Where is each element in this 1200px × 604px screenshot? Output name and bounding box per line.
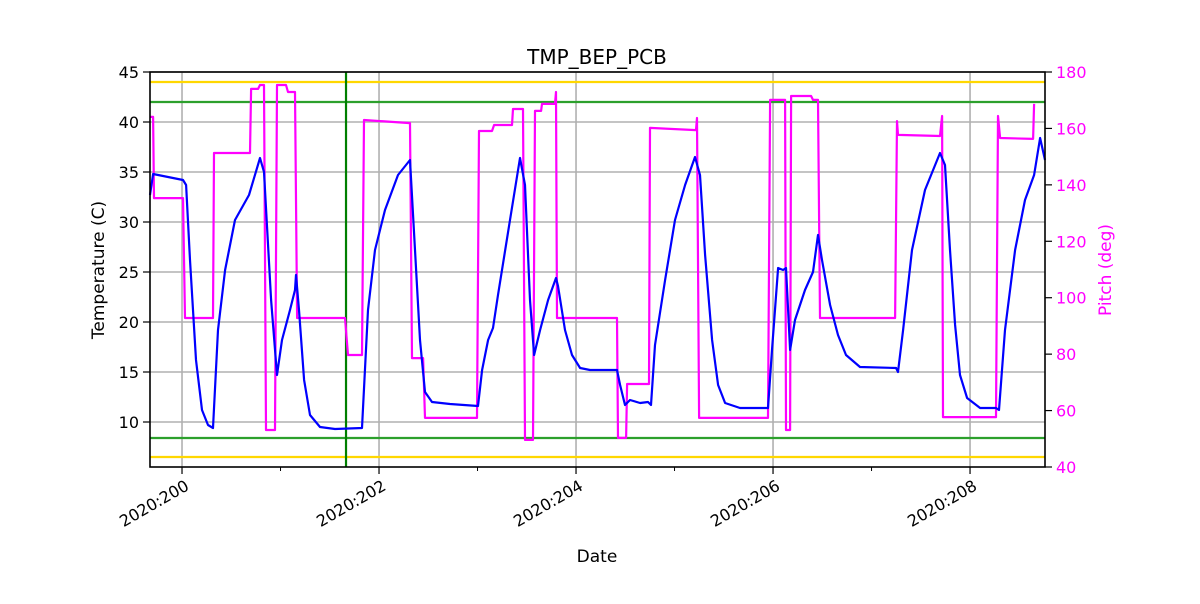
y2-tick-label: 80 [1056,345,1076,364]
y-tick-label: 15 [119,363,139,382]
x-tick-label: 2020:202 [313,476,389,531]
x-tick-label: 2020:208 [904,476,980,531]
y2-tick-label: 40 [1056,458,1076,477]
y-tick-label: 40 [119,113,139,132]
x-tick-label: 2020:204 [510,476,586,531]
y2-tick-label: 60 [1056,402,1076,421]
y-tick-label: 25 [119,263,139,282]
temperature-line [148,136,1047,431]
y-axis-label: Temperature (C) [89,201,109,340]
y2-tick-label: 160 [1056,119,1087,138]
x-tick-label: 2020:206 [707,476,783,531]
x-tick-label: 2020:200 [116,476,192,531]
y2-axis-label: Pitch (deg) [1096,224,1116,316]
y-tick-label: 45 [119,63,139,82]
series [148,83,1047,441]
reference-lines [150,72,1045,467]
y2-tick-label: 100 [1056,289,1087,308]
pitch-line [150,83,1036,441]
chart-title: TMP_BEP_PCB [526,45,667,69]
y-tick-label: 30 [119,213,139,232]
y-tick-label: 35 [119,163,139,182]
x-axis-label: Date [577,547,618,567]
plot-frame [149,71,1046,468]
y2-tick-label: 140 [1056,176,1087,195]
y2-tick-label: 120 [1056,232,1087,251]
y-tick-label: 20 [119,313,139,332]
y2-tick-label: 180 [1056,63,1087,82]
y-tick-label: 10 [119,413,139,432]
